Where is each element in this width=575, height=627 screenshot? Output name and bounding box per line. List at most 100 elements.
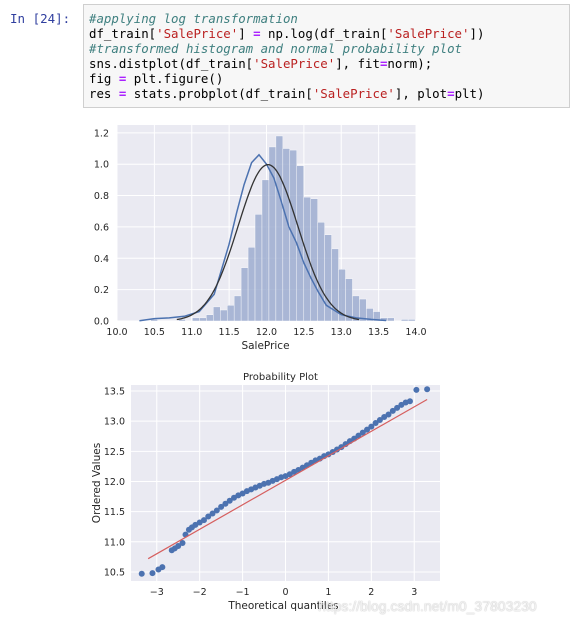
hist-bar (240, 267, 249, 322)
code-line: #transformed histogram and normal probab… (89, 41, 569, 56)
data-point (372, 419, 379, 426)
x-tick-label: 12.5 (293, 327, 314, 338)
hist-bar (206, 314, 214, 322)
hist-bar (373, 311, 381, 322)
data-point (338, 444, 345, 451)
code-token: 'SalePrice' (253, 56, 336, 71)
code-line: res = stats.probplot(df_train['SalePrice… (89, 86, 569, 101)
y-tick-label: 0.8 (94, 191, 109, 202)
code-token: res (89, 86, 119, 101)
data-point (218, 503, 225, 510)
code-token: ]) (469, 26, 485, 41)
data-point (226, 497, 233, 504)
code-token: ], fit (335, 56, 380, 71)
code-token: fig (89, 71, 119, 86)
fit-line (147, 398, 428, 560)
code-token: 'SalePrice' (312, 86, 395, 101)
code-token: = (253, 26, 261, 41)
hist-bar (226, 305, 235, 322)
data-point (424, 386, 431, 393)
data-point (385, 411, 392, 418)
code-token: norm); (387, 56, 433, 71)
y-tick-label: 13.0 (104, 417, 125, 428)
hist-bar (247, 247, 256, 322)
data-point (376, 416, 383, 423)
y-tick-label: 11.0 (104, 537, 125, 548)
hist-bar (317, 222, 325, 322)
x-tick-label: 13.0 (331, 327, 352, 338)
y-tick-label: 13.5 (104, 387, 125, 398)
data-point (179, 540, 186, 547)
data-point (394, 404, 401, 411)
x-axis-label: Theoretical quantiles (227, 600, 338, 612)
data-point (359, 429, 366, 436)
code-token: = (447, 86, 455, 101)
hist-bar (220, 309, 228, 322)
hist-bar (275, 135, 284, 322)
y-tick-label: 12.5 (104, 447, 125, 458)
kde-line (139, 153, 387, 322)
y-axis-label: Ordered Values (91, 443, 103, 523)
x-tick-label: 1 (325, 587, 331, 598)
x-tick-label: 13.5 (368, 327, 389, 338)
hist-bar (199, 317, 207, 322)
data-point (222, 500, 229, 507)
hist-bar (387, 317, 395, 322)
data-point (175, 543, 182, 550)
data-point (406, 398, 413, 405)
y-tick-label: 0.6 (94, 222, 109, 233)
hist-bar (310, 198, 318, 322)
x-tick-label: 12.0 (256, 327, 277, 338)
y-tick-label: 1.0 (94, 160, 109, 171)
code-block[interactable]: #applying log transformation df_train['Sa… (89, 11, 569, 101)
hist-bar (178, 319, 186, 322)
hist-bar (254, 214, 263, 322)
hist-bar (282, 148, 291, 322)
data-point (364, 426, 371, 433)
hist-bar (261, 179, 270, 322)
code-token: = (118, 71, 127, 86)
y-tick-label: 1.2 (94, 128, 109, 139)
x-tick-label: −1 (236, 587, 250, 598)
y-tick-label: 12.0 (104, 477, 125, 488)
code-token: ] (238, 26, 254, 41)
cell-prompt: In [24]: (10, 11, 71, 26)
data-point (149, 570, 156, 577)
watermark: https://blog.csdn.net/m0_37803230 (318, 598, 537, 614)
x-tick-label: −3 (150, 587, 164, 598)
code-token: 'SalePrice' (387, 26, 470, 41)
code-token: #transformed histogram and normal probab… (89, 41, 462, 56)
x-tick-label: 0 (282, 587, 288, 598)
code-cell-input[interactable]: #applying log transformation df_train['Sa… (83, 4, 570, 108)
x-tick-label: 11.5 (219, 327, 240, 338)
hist-bar (233, 295, 242, 322)
data-point (205, 513, 212, 520)
code-token: plt) (454, 86, 485, 101)
hist-bar (192, 317, 200, 322)
x-tick-label: 10.0 (106, 327, 127, 338)
y-tick-label: 10.5 (104, 567, 125, 578)
x-tick-label: 2 (368, 587, 374, 598)
code-line: fig = plt.figure() (89, 71, 569, 86)
hist-bar (268, 146, 277, 322)
code-token: = (379, 56, 388, 71)
data-point (413, 386, 420, 393)
chart-title: Probability Plot (243, 372, 318, 383)
hist-bar (296, 165, 304, 322)
code-token: df_train[ (89, 26, 157, 41)
code-token: #applying log transformation (89, 11, 298, 26)
code-token: 'SalePrice' (156, 26, 239, 41)
x-axis-label: SalePrice (241, 340, 289, 352)
hist-bar (407, 319, 416, 322)
hist-bar (400, 319, 409, 322)
hist-bar (345, 278, 353, 322)
code-token: sns.distplot(df_train[ (89, 56, 254, 71)
code-line: #applying log transformation (89, 11, 569, 26)
code-token: np.log(df_train[ (260, 26, 388, 41)
code-token: ], plot (394, 86, 448, 101)
y-tick-label: 0.4 (94, 254, 109, 265)
code-line: df_train['SalePrice'] = np.log(df_train[… (89, 26, 569, 41)
x-tick-label: 10.5 (144, 327, 165, 338)
hist-bar (150, 319, 158, 322)
